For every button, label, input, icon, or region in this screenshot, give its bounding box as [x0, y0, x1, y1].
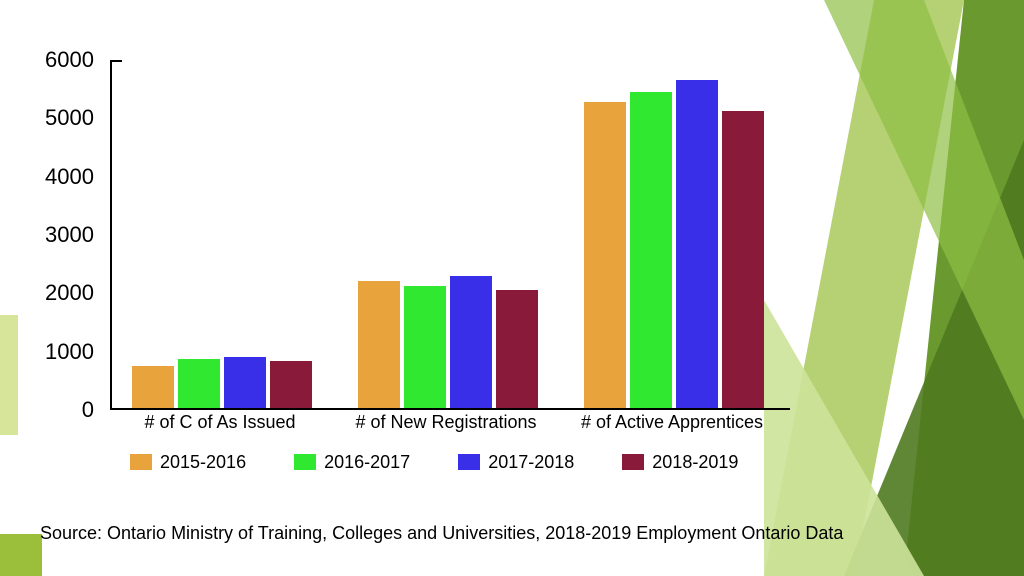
bar-group: [358, 60, 538, 408]
y-tick-label: 1000: [45, 339, 94, 365]
legend-item: 2016-2017: [294, 452, 410, 473]
bar: [358, 281, 400, 408]
legend-swatch: [622, 454, 644, 470]
legend-label: 2017-2018: [488, 452, 574, 473]
bar-group: [132, 60, 312, 408]
bar: [584, 102, 626, 408]
legend-label: 2018-2019: [652, 452, 738, 473]
legend-swatch: [294, 454, 316, 470]
bar: [496, 290, 538, 408]
legend-label: 2016-2017: [324, 452, 410, 473]
accent-strip: [0, 315, 18, 435]
bar: [676, 80, 718, 408]
y-tick-label: 5000: [45, 105, 94, 131]
bar: [404, 286, 446, 409]
x-tick-label: # of Active Apprentices: [581, 412, 763, 433]
legend-label: 2015-2016: [160, 452, 246, 473]
bar: [450, 276, 492, 408]
source-citation: Source: Ontario Ministry of Training, Co…: [40, 523, 843, 544]
legend-item: 2017-2018: [458, 452, 574, 473]
y-tick-label: 3000: [45, 222, 94, 248]
bar: [224, 357, 266, 408]
y-tick-label: 4000: [45, 164, 94, 190]
decorative-shapes: [764, 0, 1024, 576]
bar: [722, 111, 764, 409]
legend: 2015-2016 2016-2017 2017-2018 2018-2019: [130, 448, 790, 476]
grouped-bar-chart: 0 1000 2000 3000 4000 5000 6000 # of C of As I…: [30, 50, 790, 460]
bar-group: [584, 60, 764, 408]
y-tick-label: 2000: [45, 280, 94, 306]
legend-item: 2018-2019: [622, 452, 738, 473]
x-axis-labels: # of C of As Issued # of New Registration…: [110, 412, 790, 436]
plot-area: [110, 60, 790, 410]
accent-corner: [0, 534, 42, 576]
legend-item: 2015-2016: [130, 452, 246, 473]
y-tick-label: 6000: [45, 47, 94, 73]
bar: [132, 366, 174, 408]
bar: [630, 92, 672, 408]
legend-swatch: [458, 454, 480, 470]
y-axis-labels: 0100020003000400050006000: [30, 60, 102, 410]
x-tick-label: # of New Registrations: [355, 412, 536, 433]
y-tick-label: 0: [82, 397, 94, 423]
bar: [270, 361, 312, 408]
x-tick-label: # of C of As Issued: [144, 412, 295, 433]
legend-swatch: [130, 454, 152, 470]
bar: [178, 359, 220, 408]
slide: { "chart": { "type": "bar", "ymax": 6000…: [0, 0, 1024, 576]
